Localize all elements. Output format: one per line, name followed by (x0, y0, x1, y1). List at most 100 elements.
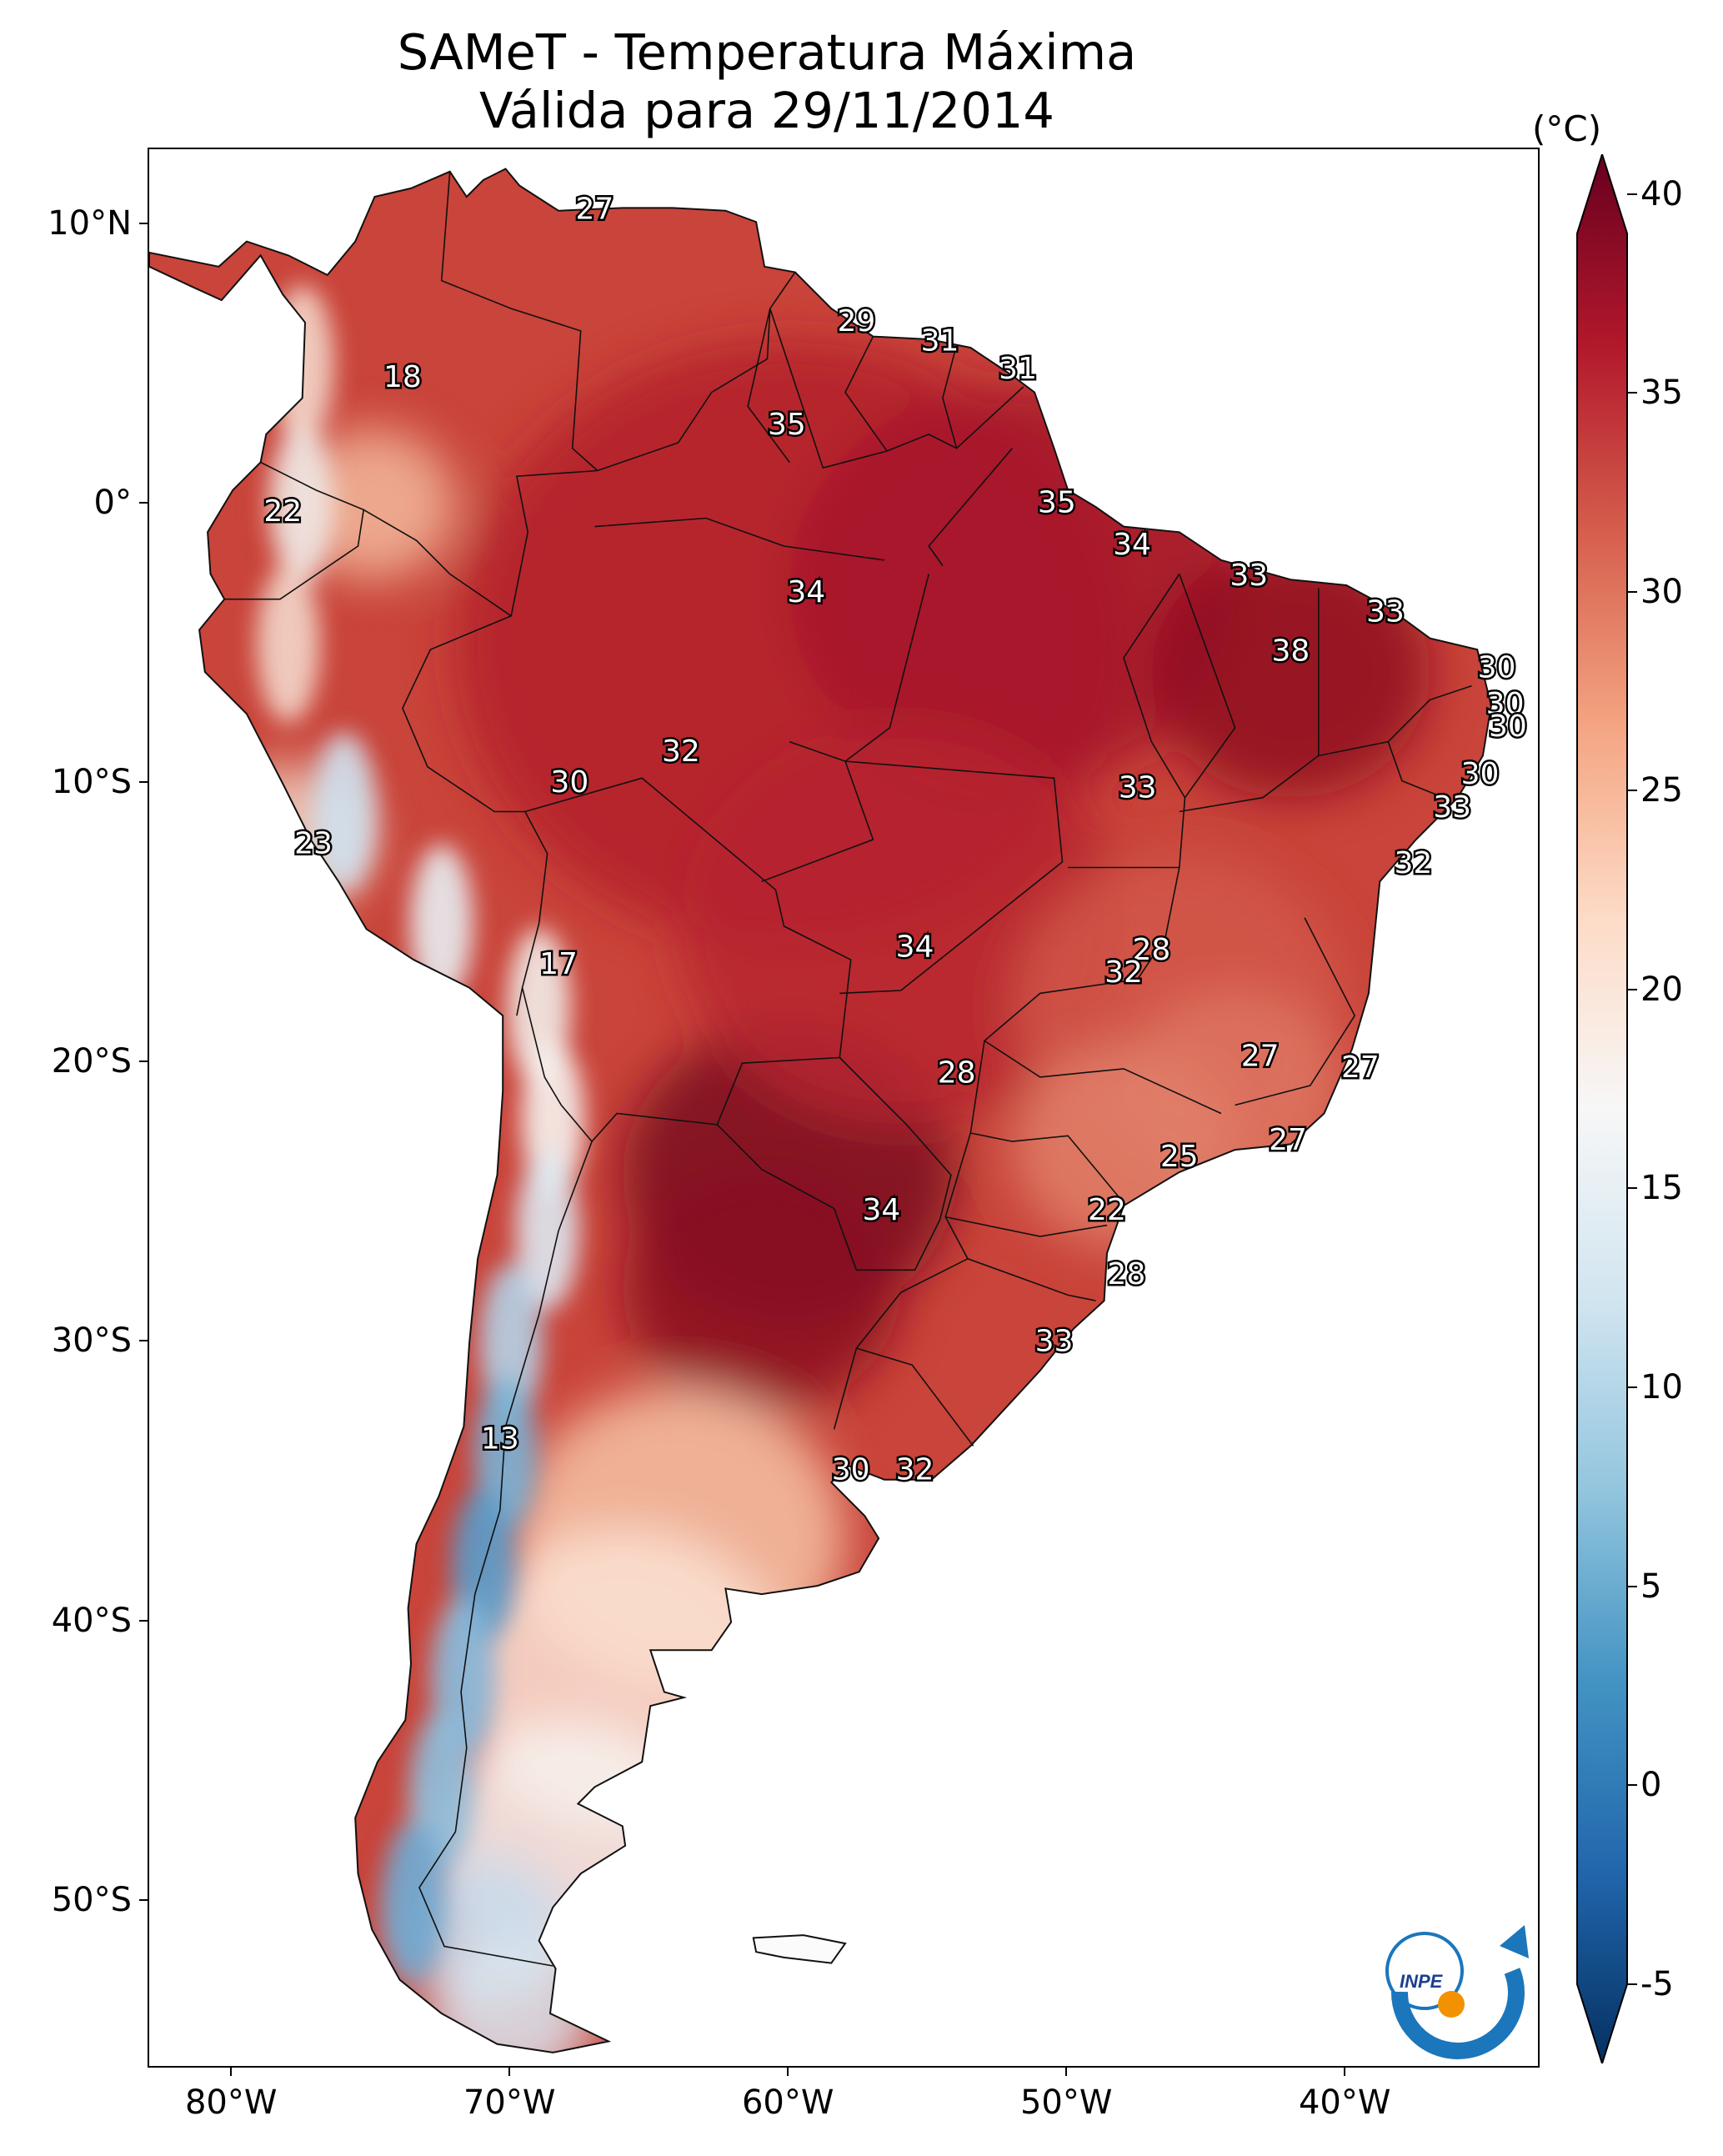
temperature-label: 34 (896, 930, 934, 965)
temperature-blob (622, 1161, 901, 1413)
temperature-label: 27 (1241, 1039, 1280, 1073)
border-line (856, 1347, 974, 1447)
lat-tick-label: 40°S (51, 1601, 132, 1640)
lon-tick-label: 80°W (184, 2083, 278, 2122)
temperature-label: 32 (1104, 955, 1143, 990)
border-line (944, 1216, 1096, 1301)
lon-tick (508, 2068, 511, 2076)
temperature-blob (678, 722, 1124, 1125)
lat-tick-label: 30°S (51, 1321, 132, 1361)
temperature-label: 17 (539, 947, 578, 981)
lat-tick (139, 1060, 148, 1063)
border-line (844, 336, 888, 452)
border-line (769, 308, 1024, 469)
temperature-label: 23 (294, 827, 333, 861)
colorbar-tick-label: 5 (1640, 1567, 1662, 1606)
map-title: SAMeT - Temperatura Máxima Válida para 2… (0, 23, 1534, 140)
temperature-label: 33 (1035, 1324, 1074, 1358)
lon-tick-label: 70°W (463, 2083, 556, 2122)
colorbar-tick (1627, 193, 1637, 195)
colorbar-tick-label: 15 (1640, 1169, 1683, 1208)
temperature-label: 28 (1107, 1257, 1145, 1291)
lat-tick (139, 1619, 148, 1622)
inpe-logo: INPE (1385, 1925, 1529, 2059)
temperature-blob (1151, 546, 1430, 798)
temperature-label: 33 (1119, 771, 1157, 805)
lon-tick-label: 60°W (741, 2083, 834, 2122)
colorbar-unit: (°C) (1532, 108, 1602, 149)
temperature-label: 18 (383, 360, 422, 394)
colorbar-tick-label: -5 (1640, 1964, 1674, 2003)
lat-tick (139, 222, 148, 224)
title-line-1: SAMeT - Temperatura Máxima (397, 23, 1137, 81)
temperature-label: 28 (938, 1056, 976, 1091)
temperature-label: 13 (481, 1422, 519, 1457)
colorbar-tick (1627, 1983, 1637, 1985)
border-line (983, 867, 1222, 1115)
colorbar-tick (1627, 988, 1637, 990)
lat-tick-label: 10°S (51, 762, 132, 801)
border-line (844, 574, 929, 762)
border-line (761, 740, 874, 883)
border-line (944, 1132, 1108, 1237)
lat-tick (139, 780, 148, 783)
temperature-label: 33 (1366, 594, 1405, 629)
temperature-label: 31 (999, 352, 1037, 386)
temperature-label: 32 (896, 1453, 934, 1487)
border-line (747, 308, 790, 463)
colorbar-tick (1627, 790, 1637, 792)
temperature-label: 22 (263, 494, 302, 529)
map-panel: 27 29 31 31 35 18 22 35 34 33 34 33 38 30 30 30 32 30 30 33… (148, 148, 1540, 2068)
country-borders (224, 171, 1472, 1967)
temperature-label: 30 (1461, 757, 1500, 791)
temperature-label: 27 (575, 193, 614, 227)
temperature-label: 22 (1088, 1193, 1126, 1227)
colorbar-tick-label: 30 (1640, 572, 1683, 611)
border-line (363, 509, 512, 617)
temperature-label: 34 (1113, 528, 1151, 562)
temperature-label: 30 (1486, 687, 1525, 721)
temperature-label: 33 (1433, 790, 1471, 825)
logo-text: INPE (1400, 1971, 1444, 1992)
border-line (928, 448, 1014, 566)
lat-tick-label: 20°S (51, 1042, 132, 1081)
colorbar-tick-label: 35 (1640, 374, 1683, 413)
border-line (224, 461, 365, 600)
logo-arrow (1500, 1925, 1529, 1958)
logo-swoosh (1390, 1968, 1525, 2059)
temperature-label: 29 (837, 304, 875, 338)
border-line (1179, 574, 1236, 799)
lon-tick (787, 2068, 789, 2076)
title-line-2: Válida para 29/11/2014 (479, 82, 1054, 139)
andes-blob (515, 1151, 579, 1311)
border-line (716, 1056, 952, 1271)
border-line (1068, 574, 1186, 869)
andes-blob (270, 424, 334, 584)
falkland-islands (752, 1934, 847, 1964)
colorbar-tick-label: 40 (1640, 174, 1683, 213)
lon-tick-label: 50°W (1019, 2083, 1113, 2122)
lon-tick (230, 2068, 233, 2076)
lon-tick-label: 40°W (1298, 2083, 1391, 2122)
temperature-label: 27 (1341, 1050, 1380, 1085)
colorbar-tick (1627, 1784, 1637, 1787)
land-temperature-field (149, 168, 1491, 2053)
colorbar-tick-label: 10 (1640, 1367, 1683, 1406)
border-line (969, 1040, 1124, 1204)
andes-blob (409, 844, 473, 1003)
lon-tick (1065, 2068, 1068, 2076)
colorbar-tick (1627, 392, 1637, 394)
lat-tick-label: 10°N (48, 203, 132, 243)
temperature-label: 32 (1394, 846, 1432, 880)
lat-tick (139, 1898, 148, 1901)
temperature-label: 30 (832, 1453, 870, 1487)
colorbar (1576, 154, 1628, 2063)
temperature-label: 33 (1230, 559, 1268, 593)
temperature-label: 35 (1038, 486, 1076, 520)
colorbar-tick (1627, 1585, 1637, 1587)
border-line (418, 1141, 593, 1967)
colorbar-tick-label: 0 (1640, 1766, 1662, 1805)
border-line (1318, 684, 1472, 757)
temperature-label: 30 (1478, 651, 1516, 685)
